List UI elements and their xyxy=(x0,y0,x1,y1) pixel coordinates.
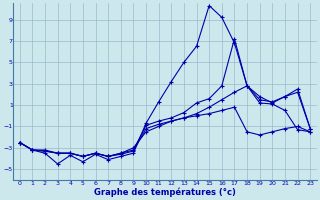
X-axis label: Graphe des températures (°c): Graphe des températures (°c) xyxy=(94,187,236,197)
